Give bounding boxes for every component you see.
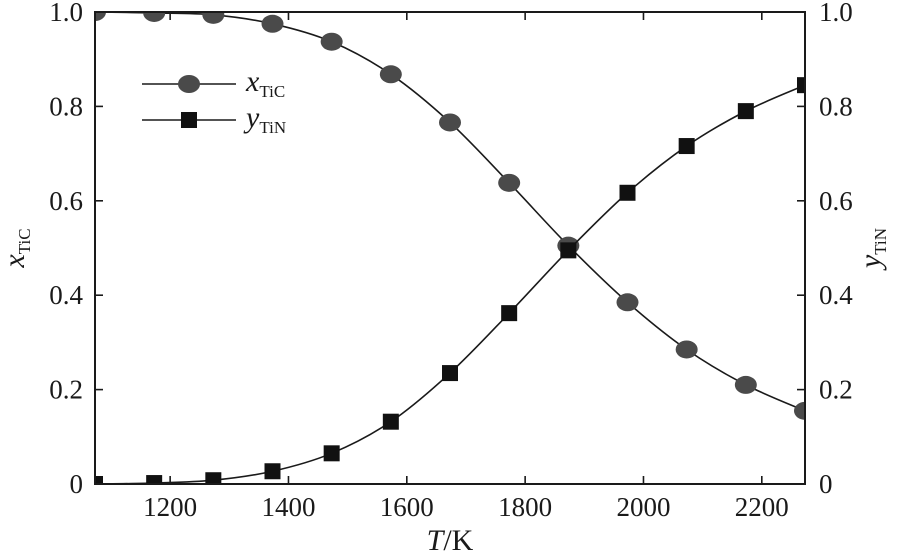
point-TiC-1173 <box>143 12 166 22</box>
y-tick-label-left-1: 0.2 <box>49 375 83 405</box>
legend-label-series-1-sub: TiC <box>259 82 285 101</box>
series-line-TiN <box>95 84 805 484</box>
point-TiC-2073 <box>675 340 698 359</box>
point-TiC-1673 <box>439 113 461 132</box>
y-tick-label-left-5: 1.0 <box>49 0 83 27</box>
legend-label-series-2-main: y <box>243 101 260 134</box>
y-axis-title-right: yTiN <box>854 228 890 271</box>
point-TiC-1473 <box>320 32 343 51</box>
series-line-TiC <box>95 12 805 412</box>
plot-frame <box>94 11 806 485</box>
y-axis-title-right-main: y <box>854 254 887 271</box>
x-axis-title-italic: T <box>427 524 446 557</box>
y-tick-label-left-4: 0.8 <box>49 91 83 121</box>
legend-label-series-2: yTiN <box>243 101 286 137</box>
y-tick-label-left-0: 0 <box>70 469 84 499</box>
x-axis-title: T/K <box>427 524 474 557</box>
point-TiC-1073 <box>95 12 106 21</box>
point-TiC-2173 <box>734 375 757 394</box>
point-TiC-2273 <box>794 401 805 420</box>
legend-label-series-2-sub: TiN <box>259 118 286 137</box>
point-TiN-2273 <box>797 77 805 94</box>
point-TiN-1973 <box>619 184 636 201</box>
point-TiC-1573 <box>379 65 402 84</box>
y-tick-label-right-0: 0 <box>819 469 833 499</box>
point-TiC-1773 <box>498 173 521 192</box>
legend-marker-series-2 <box>181 112 197 128</box>
point-TiN-2073 <box>678 138 695 155</box>
point-TiN-1473 <box>323 445 340 462</box>
point-TiN-1773 <box>501 305 518 322</box>
point-TiN-1373 <box>264 463 281 480</box>
legend-label-series-1: xTiC <box>245 65 285 101</box>
point-TiN-1173 <box>146 475 163 484</box>
y-tick-label-right-1: 0.2 <box>819 375 853 405</box>
point-TiN-1873 <box>560 242 577 259</box>
x-tick-label-1400: 1400 <box>261 492 315 522</box>
x-tick-label-2000: 2000 <box>616 492 670 522</box>
legend-marker-series-1 <box>178 75 200 93</box>
point-TiN-1673 <box>442 365 458 382</box>
y-axis-title-left-sub: TiC <box>15 228 34 254</box>
y-tick-label-left-2: 0.4 <box>49 280 83 310</box>
y-axis-title-left-main: x <box>0 254 31 269</box>
y-tick-label-right-4: 0.8 <box>819 91 853 121</box>
y-axis-title-left: xTiC <box>0 228 34 268</box>
x-axis-title-unit: /K <box>443 524 473 557</box>
y-tick-label-right-5: 1.0 <box>819 0 853 27</box>
y-tick-label-right-3: 0.6 <box>819 186 853 216</box>
point-TiC-1973 <box>616 293 639 312</box>
point-TiN-1273 <box>205 472 222 484</box>
legend: xTiC yTiN <box>142 65 286 137</box>
series-layer <box>95 12 805 484</box>
point-TiC-1373 <box>261 14 284 33</box>
point-TiN-2173 <box>737 103 754 120</box>
point-TiN-1573 <box>382 413 399 430</box>
y-tick-label-left-3: 0.6 <box>49 186 83 216</box>
x-tick-label-1800: 1800 <box>498 492 552 522</box>
point-TiN-1073 <box>95 476 103 484</box>
point-TiC-1273 <box>202 12 225 24</box>
x-tick-label-1200: 1200 <box>143 492 197 522</box>
y-tick-label-right-2: 0.4 <box>819 280 853 310</box>
x-tick-label-2200: 2200 <box>735 492 789 522</box>
legend-label-series-1-main: x <box>245 65 260 98</box>
ticks-layer: 1200 1400 1600 1800 2000 2200 0 0 0.2 0.2 0.4 0.4 0.… <box>49 0 853 522</box>
x-tick-label-1600: 1600 <box>380 492 434 522</box>
y-axis-title-right-sub: TiN <box>871 228 890 255</box>
